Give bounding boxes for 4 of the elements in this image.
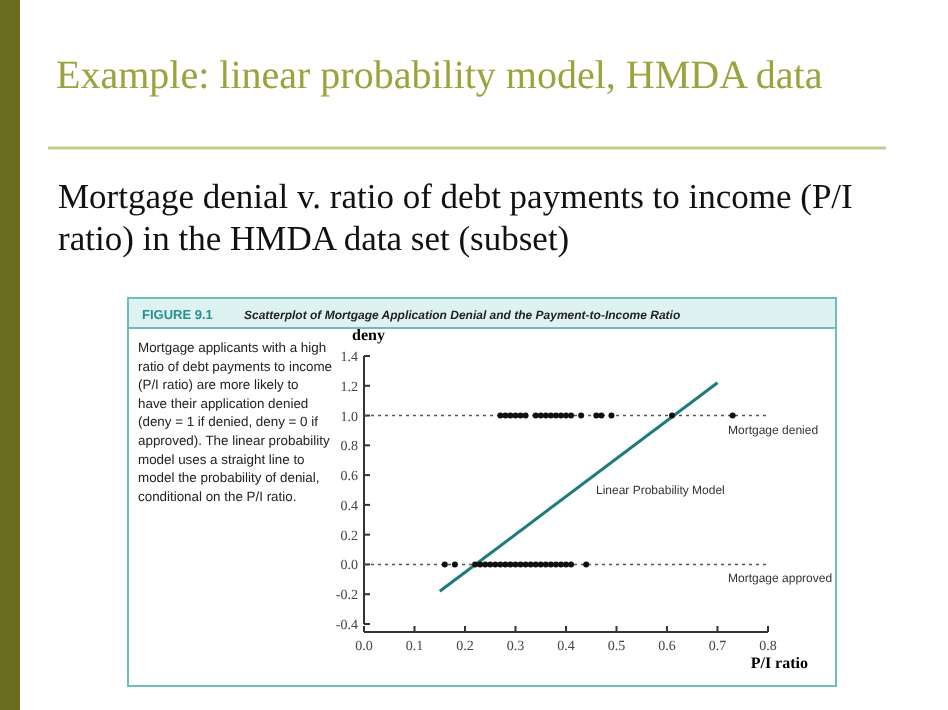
chart-title: Example: linear probability model, HMDA data [56, 54, 823, 98]
chart-subtitle: Mortgage denial v. ratio of debt payments to income (P/I ratio) in the HMDA data set (subset) [58, 176, 854, 258]
x-axis-title: P/I ratio [750, 654, 808, 672]
y-axis-title: deny [352, 326, 385, 344]
